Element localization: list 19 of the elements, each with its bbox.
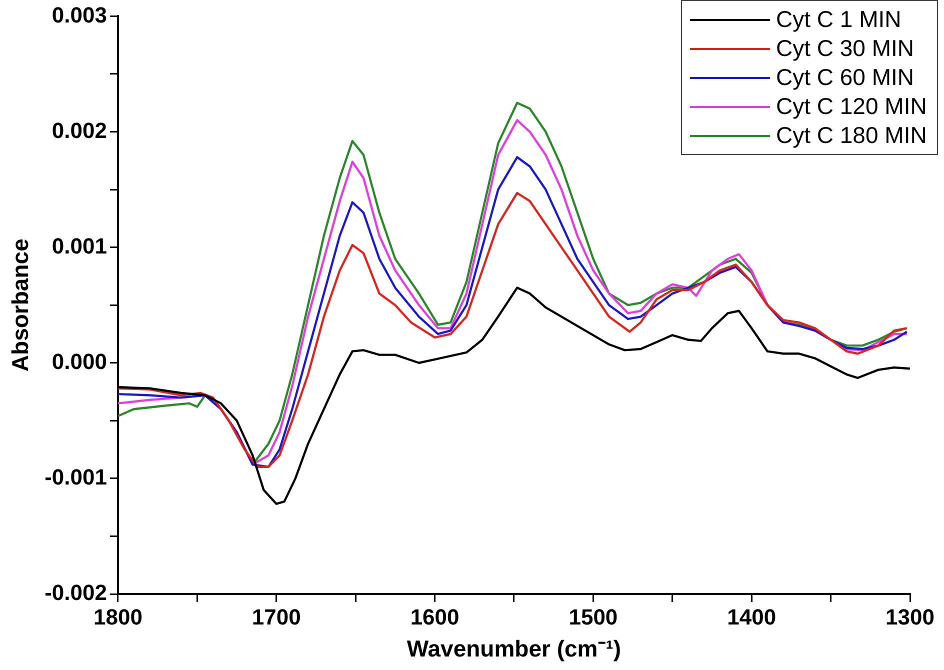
x-axis-title: Wavenumber (cm⁻¹) (406, 636, 622, 662)
x-tick-label: 1500 (568, 604, 618, 630)
y-tick-label: 0.002 (52, 118, 107, 143)
x-tick-label: 1300 (886, 604, 934, 630)
y-tick-label: 0.000 (52, 348, 107, 374)
y-tick-label: 0.003 (52, 2, 107, 28)
x-tick-label: 1600 (410, 604, 460, 630)
x-tick-label: 1800 (94, 604, 142, 630)
y-tick-label: -0.001 (44, 464, 107, 490)
y-tick-label: -0.002 (44, 580, 107, 606)
x-tick-label: 1700 (252, 604, 301, 630)
y-axis-title: Absorbance (7, 238, 34, 372)
x-tick-label: 1400 (727, 604, 776, 630)
y-tick-label: 0.001 (52, 233, 107, 258)
legend-label: Cyt C 120 MIN (776, 92, 927, 122)
legend-label: Cyt C 1 MIN (776, 5, 902, 34)
legend-label: Cyt C 30 MIN (776, 34, 914, 64)
legend-label: Cyt C 60 MIN (776, 63, 914, 92)
legend-label: Cyt C 180 MIN (776, 121, 927, 150)
